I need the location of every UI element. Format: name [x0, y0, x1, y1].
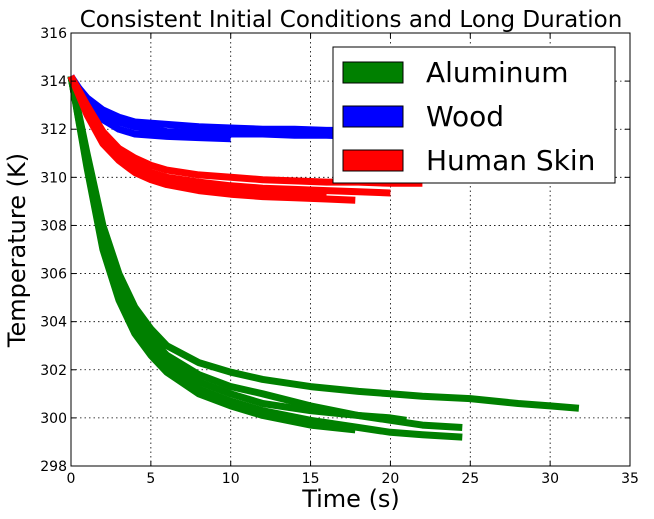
- y-tick-label: 308: [40, 218, 67, 234]
- x-tick-label: 10: [222, 471, 240, 487]
- legend-swatch-aluminum: [342, 61, 404, 84]
- x-tick-label: 15: [302, 471, 320, 487]
- x-tick-label: 0: [67, 471, 76, 487]
- series-line-human-skin: [67, 74, 327, 199]
- legend: Aluminum Wood Human Skin: [332, 46, 616, 184]
- legend-item-aluminum: Aluminum: [342, 56, 569, 89]
- legend-swatch-wood: [342, 105, 404, 128]
- series-line-aluminum: [67, 75, 356, 434]
- y-tick-label: 314: [40, 74, 67, 90]
- y-axis-label: Temperature (K): [3, 153, 31, 348]
- axis-ticks: 0 5 10 15 20 25 30 35 298 300 302 304 306 308 310 312 31…: [40, 26, 639, 487]
- x-tick-label: 20: [382, 471, 400, 487]
- y-tick-label: 310: [40, 170, 67, 186]
- x-tick-label: 30: [541, 471, 559, 487]
- y-tick-label: 300: [40, 411, 67, 427]
- chart-title: Consistent Initial Conditions and Long D…: [80, 7, 623, 33]
- y-tick-label: 298: [40, 459, 67, 475]
- series-aluminum: [67, 75, 580, 441]
- x-tick-label: 35: [621, 471, 639, 487]
- legend-label-wood: Wood: [426, 100, 504, 133]
- y-tick-label: 316: [40, 26, 67, 42]
- x-tick-label: 5: [146, 471, 155, 487]
- x-tick-label: 25: [461, 471, 479, 487]
- legend-item-human-skin: Human Skin: [342, 144, 595, 177]
- legend-label-human-skin: Human Skin: [426, 144, 595, 177]
- y-tick-label: 306: [40, 267, 67, 283]
- y-tick-label: 304: [40, 315, 67, 331]
- legend-swatch-human-skin: [342, 149, 404, 172]
- x-axis-label: Time (s): [301, 485, 400, 513]
- legend-label-aluminum: Aluminum: [426, 56, 569, 89]
- plot-area-frame: [70, 32, 631, 467]
- legend-item-wood: Wood: [342, 100, 504, 133]
- y-tick-label: 302: [40, 363, 67, 379]
- y-tick-label: 312: [40, 122, 67, 138]
